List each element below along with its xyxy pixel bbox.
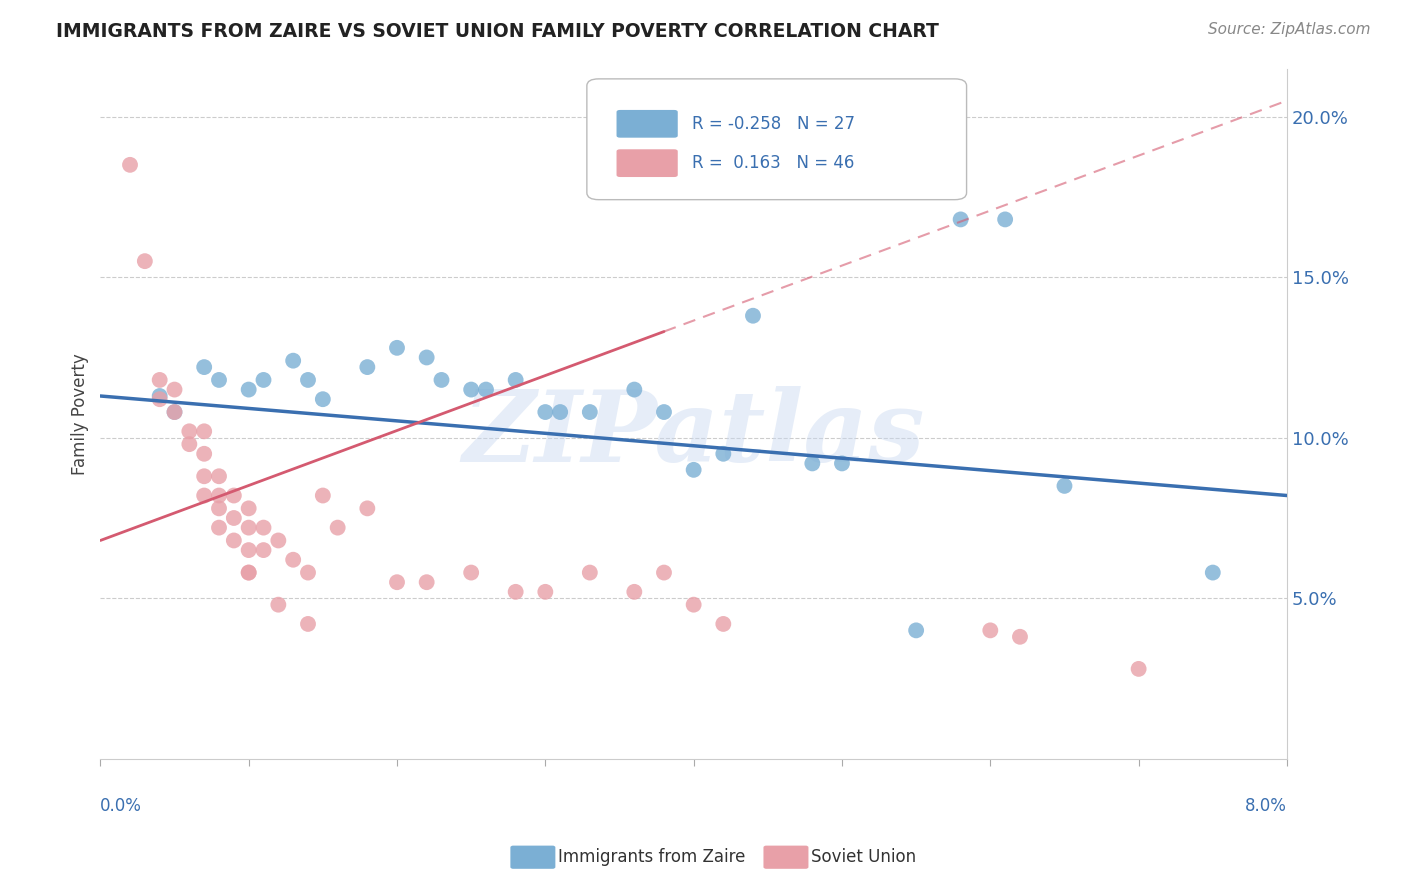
Point (1202, 566, 1225, 580)
Point (149, 392, 172, 407)
Point (238, 383, 260, 397)
Point (193, 469, 215, 483)
Point (534, 405, 557, 419)
Point (711, 447, 734, 461)
Text: Source: ZipAtlas.com: Source: ZipAtlas.com (1208, 22, 1371, 37)
Point (283, 553, 305, 567)
Point (193, 425, 215, 439)
Point (222, 489, 245, 503)
Point (652, 405, 675, 419)
Point (711, 616, 734, 631)
Point (1128, 662, 1150, 676)
Point (312, 489, 335, 503)
Text: 0.0%: 0.0% (100, 797, 142, 814)
Point (801, 457, 824, 471)
Point (905, 624, 928, 638)
Point (385, 575, 408, 590)
Point (238, 501, 260, 516)
Point (193, 489, 215, 503)
Point (252, 373, 274, 387)
Point (208, 501, 231, 516)
Point (222, 533, 245, 548)
Text: R =  0.163   N = 46: R = 0.163 N = 46 (692, 154, 855, 172)
Point (326, 521, 349, 535)
Point (430, 373, 453, 387)
Point (682, 598, 704, 612)
Point (179, 437, 201, 451)
Point (623, 584, 645, 599)
Point (297, 616, 319, 631)
Point (415, 575, 437, 590)
Point (297, 566, 319, 580)
Point (163, 405, 186, 419)
Point (579, 405, 602, 419)
Point (505, 373, 527, 387)
Point (579, 566, 602, 580)
Point (193, 360, 215, 375)
Point (208, 489, 231, 503)
Point (831, 457, 853, 471)
Point (118, 158, 141, 172)
Point (994, 212, 1017, 227)
Text: Soviet Union: Soviet Union (811, 848, 917, 866)
Point (415, 351, 437, 365)
Point (134, 254, 156, 268)
Point (475, 383, 498, 397)
Point (267, 533, 290, 548)
Point (548, 405, 571, 419)
Point (312, 392, 335, 407)
Text: ZIPatlas: ZIPatlas (463, 386, 925, 483)
Point (623, 383, 645, 397)
Point (149, 373, 172, 387)
Point (208, 469, 231, 483)
Text: IMMIGRANTS FROM ZAIRE VS SOVIET UNION FAMILY POVERTY CORRELATION CHART: IMMIGRANTS FROM ZAIRE VS SOVIET UNION FA… (56, 22, 939, 41)
FancyBboxPatch shape (616, 110, 678, 137)
Point (163, 383, 186, 397)
Point (283, 353, 305, 368)
Point (652, 566, 675, 580)
Point (534, 584, 557, 599)
Point (949, 212, 972, 227)
Point (163, 405, 186, 419)
Point (238, 566, 260, 580)
Point (460, 383, 482, 397)
Text: 8.0%: 8.0% (1246, 797, 1286, 814)
FancyBboxPatch shape (616, 149, 678, 177)
Point (238, 566, 260, 580)
Point (208, 521, 231, 535)
Point (460, 566, 482, 580)
FancyBboxPatch shape (586, 78, 966, 200)
Text: Immigrants from Zaire: Immigrants from Zaire (558, 848, 745, 866)
Point (222, 511, 245, 525)
Point (238, 543, 260, 558)
Text: R = -0.258   N = 27: R = -0.258 N = 27 (692, 115, 855, 133)
Point (385, 341, 408, 355)
Point (179, 425, 201, 439)
Point (193, 447, 215, 461)
Point (1008, 630, 1031, 644)
Point (682, 463, 704, 477)
Point (238, 521, 260, 535)
Point (505, 584, 527, 599)
Point (208, 373, 231, 387)
Point (356, 501, 378, 516)
Point (149, 389, 172, 403)
Point (979, 624, 1001, 638)
Point (252, 543, 274, 558)
Y-axis label: Family Poverty: Family Poverty (72, 352, 89, 475)
Point (1053, 479, 1076, 493)
Point (356, 360, 378, 375)
Point (267, 598, 290, 612)
Point (742, 309, 765, 323)
Point (252, 521, 274, 535)
Point (297, 373, 319, 387)
